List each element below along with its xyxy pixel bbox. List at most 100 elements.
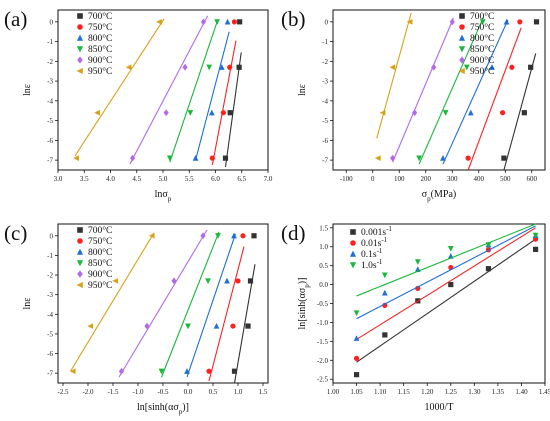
x-tick-label: 1.25 — [445, 388, 458, 396]
legend: 0.001s-10.01s-10.1s-11.0s-1 — [349, 225, 392, 271]
x-tick-label: -2.5 — [57, 388, 69, 396]
data-point — [448, 281, 454, 288]
x-tick-label: 300 — [447, 175, 458, 183]
y-tick-label: -7 — [47, 157, 53, 165]
y-axis-title: ln[sinh(ασp)] — [297, 278, 311, 330]
data-point — [94, 109, 100, 116]
data-point — [521, 110, 527, 116]
legend-marker — [77, 227, 83, 233]
legend-label: 950°C — [88, 280, 112, 291]
data-point — [447, 246, 454, 252]
fit-line — [224, 52, 242, 168]
data-point — [206, 368, 212, 374]
data-point — [206, 64, 213, 71]
data-point — [479, 19, 486, 25]
y-tick-label: -1 — [322, 38, 328, 46]
data-point — [440, 155, 446, 161]
legend-marker — [349, 250, 357, 257]
data-point — [230, 323, 236, 329]
legend-marker — [77, 56, 83, 64]
data-point — [148, 232, 155, 239]
data-point — [528, 64, 534, 70]
panel-label: (b) — [281, 7, 306, 31]
y-tick-label: -2 — [47, 272, 53, 280]
series-2 — [192, 18, 231, 161]
legend-label: 0.001s-1 — [361, 225, 392, 238]
fit-line — [356, 227, 536, 340]
fit-line — [74, 18, 165, 157]
legend-marker — [76, 281, 83, 289]
x-tick-label: 7.0 — [264, 175, 273, 183]
x-tick-label: 1.5 — [259, 388, 268, 396]
data-point — [163, 109, 169, 117]
data-point — [224, 277, 230, 284]
legend-marker — [349, 262, 357, 269]
legend-marker — [458, 46, 466, 53]
series-4 — [390, 17, 455, 163]
legend-marker — [76, 260, 84, 267]
data-point — [220, 110, 226, 116]
data-point — [251, 233, 257, 239]
data-point — [501, 155, 507, 161]
legend-label: 750°C — [88, 236, 112, 247]
legend-marker — [77, 13, 83, 19]
x-tick-label: 3.5 — [80, 175, 89, 183]
y-tick-label: -2.5 — [317, 376, 329, 384]
series-0 — [222, 19, 243, 168]
x-tick-label: 200 — [421, 175, 432, 183]
y-tick-label: -1.0 — [317, 319, 329, 327]
y-tick-label: -1 — [47, 252, 53, 260]
data-point — [235, 278, 241, 284]
data-point — [224, 18, 231, 25]
x-tick-label: -1.0 — [132, 388, 144, 396]
data-point — [87, 323, 94, 329]
x-axis-title: lnσp — [155, 189, 172, 203]
data-point — [390, 154, 396, 162]
legend-label: 1.0s-1 — [361, 258, 383, 271]
x-tick-label: 5.5 — [185, 175, 194, 183]
legend-label: 0.1s-1 — [361, 247, 383, 260]
data-point — [500, 110, 506, 116]
data-point — [353, 355, 360, 361]
legend-marker — [76, 67, 83, 75]
panel-2: -2.5 -2.0 -1.5 -1.0 -0.5 0.0 0.5 1.0 1.5 0 -1 -2 -3 -… — [4, 221, 269, 416]
y-tick-label: -5 — [322, 117, 328, 125]
y-tick-label: -6 — [322, 137, 328, 145]
data-point — [247, 278, 254, 284]
panel-label: (c) — [4, 221, 27, 245]
series-1 — [465, 19, 523, 171]
y-tick-label: -3 — [47, 291, 53, 299]
data-point — [389, 64, 396, 71]
y-tick-label: 0 — [50, 18, 54, 26]
legend-marker — [77, 270, 83, 278]
x-tick-label: 6.5 — [237, 175, 246, 183]
fit-line — [195, 31, 230, 161]
legend-label: 900°C — [470, 55, 494, 66]
series-3 — [158, 231, 221, 378]
x-tick-label: 0 — [371, 175, 375, 183]
y-tick-label: -2.0 — [317, 357, 329, 365]
data-point — [442, 110, 449, 116]
data-point — [156, 18, 162, 25]
legend-label: 700°C — [470, 11, 494, 22]
panel-3: 1.00 1.05 1.10 1.15 1.20 1.25 1.30 1.35 1.40 1.45… — [281, 221, 550, 413]
x-tick-label: -1.5 — [107, 388, 119, 396]
x-tick-label: 1.35 — [492, 388, 505, 396]
data-point — [517, 19, 523, 25]
x-tick-label: 1.00 — [327, 388, 340, 396]
x-tick-label: 1.45 — [539, 388, 550, 396]
y-tick-label: -3 — [47, 78, 53, 86]
x-tick-label: 1.10 — [374, 388, 387, 396]
legend-label: 0.01s-1 — [361, 236, 388, 249]
data-point — [237, 19, 243, 25]
data-point — [509, 64, 515, 70]
data-point — [222, 155, 229, 161]
y-tick-label: -5 — [47, 330, 53, 338]
y-tick-label: 0.5 — [319, 262, 328, 270]
x-tick-label: -100 — [340, 175, 353, 183]
y-tick-label: -6 — [47, 350, 53, 358]
data-point — [379, 109, 386, 116]
legend-marker — [77, 24, 83, 30]
data-point — [374, 155, 381, 162]
